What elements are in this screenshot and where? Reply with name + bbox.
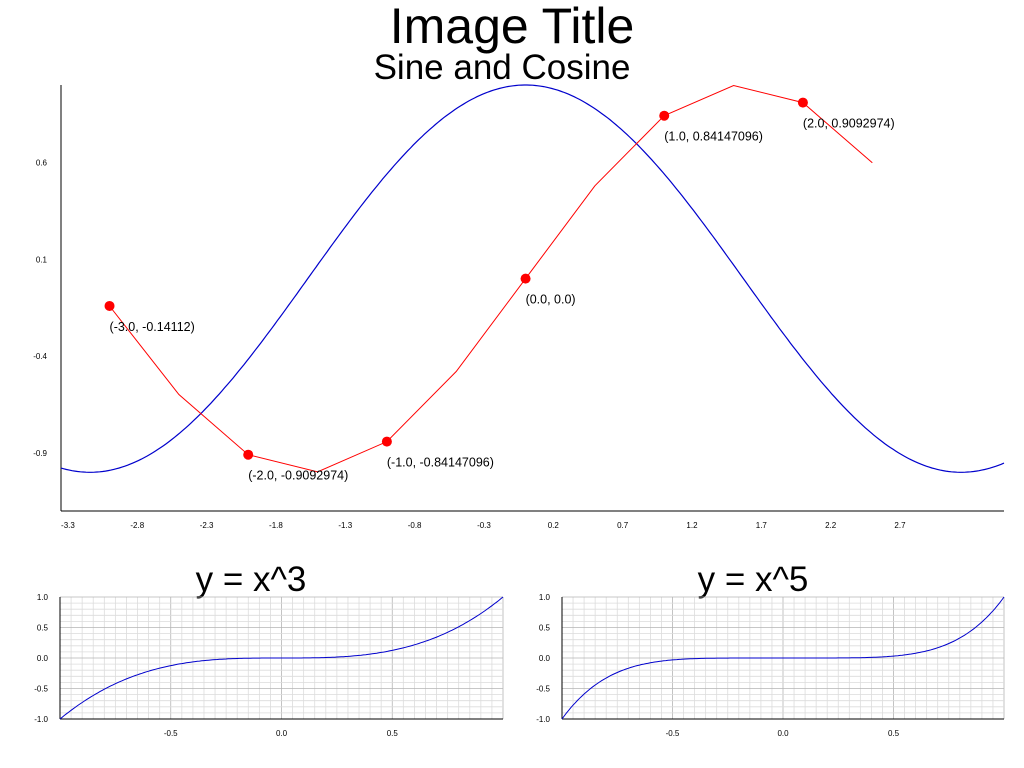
y-tick-label: 0.5 bbox=[37, 624, 49, 633]
x-tick-label: -2.8 bbox=[130, 521, 144, 530]
data-point bbox=[243, 449, 254, 460]
x-tick-label: 1.7 bbox=[756, 521, 768, 530]
chart-title-x-fifth: y = x^5 bbox=[697, 560, 809, 599]
x-tick-label: -2.3 bbox=[200, 521, 214, 530]
data-label: (-3.0, -0.14112) bbox=[110, 320, 195, 334]
series-line bbox=[59, 596, 504, 720]
chart-title-sine-cosine: Sine and Cosine bbox=[373, 48, 631, 87]
small-chart-x-cubed bbox=[59, 596, 504, 720]
x-tick-label: 2.2 bbox=[825, 521, 837, 530]
y-tick-label: -1.0 bbox=[34, 715, 48, 724]
y-tick-label: 1.0 bbox=[539, 593, 551, 602]
chart-title-x-cubed: y = x^3 bbox=[195, 560, 307, 599]
y-tick-label: 0.0 bbox=[539, 654, 551, 663]
x-tick-label: -0.8 bbox=[408, 521, 422, 530]
y-tick-label: 0.5 bbox=[539, 624, 551, 633]
x-tick-label: 0.5 bbox=[387, 729, 399, 738]
data-point bbox=[797, 97, 808, 108]
x-tick-label: -0.5 bbox=[666, 729, 680, 738]
y-tick-label: -1.0 bbox=[536, 715, 550, 724]
x-tick-label: -1.3 bbox=[338, 521, 352, 530]
x-tick-label: 0.7 bbox=[617, 521, 629, 530]
series-line-sin bbox=[109, 84, 873, 473]
data-label: (0.0, 0.0) bbox=[526, 293, 576, 307]
y-tick-label: -0.5 bbox=[536, 685, 550, 694]
data-label: (2.0, 0.9092974) bbox=[803, 117, 895, 131]
x-tick-label: -3.3 bbox=[61, 521, 75, 530]
series-line bbox=[561, 596, 1005, 720]
data-label: (-1.0, -0.84147096) bbox=[387, 456, 494, 470]
y-tick-label: 1.0 bbox=[37, 593, 49, 602]
data-label: (-2.0, -0.9092974) bbox=[248, 469, 348, 483]
y-tick-label: -0.9 bbox=[33, 449, 47, 458]
data-label: (1.0, 0.84147096) bbox=[664, 130, 763, 144]
x-tick-label: 1.2 bbox=[686, 521, 698, 530]
x-tick-label: -0.3 bbox=[477, 521, 491, 530]
small-chart-x-fifth bbox=[561, 596, 1005, 720]
x-tick-label: -0.5 bbox=[164, 729, 178, 738]
y-tick-label: -0.5 bbox=[34, 685, 48, 694]
x-tick-label: 0.5 bbox=[888, 729, 900, 738]
data-point bbox=[659, 110, 670, 121]
x-tick-label: 0.0 bbox=[276, 729, 288, 738]
y-tick-label: 0.1 bbox=[36, 255, 48, 264]
x-tick-label: 2.7 bbox=[894, 521, 906, 530]
y-tick-label: -0.4 bbox=[33, 352, 47, 361]
x-tick-label: -1.8 bbox=[269, 521, 283, 530]
data-point bbox=[104, 300, 115, 311]
x-tick-label: 0.2 bbox=[548, 521, 560, 530]
x-tick-label: 0.0 bbox=[777, 729, 789, 738]
y-tick-label: 0.6 bbox=[36, 158, 48, 167]
y-tick-label: 0.0 bbox=[37, 654, 49, 663]
series-line-cos bbox=[60, 84, 1005, 473]
page-title: Image Title bbox=[389, 0, 635, 54]
data-point bbox=[381, 436, 392, 447]
data-point bbox=[520, 273, 531, 284]
